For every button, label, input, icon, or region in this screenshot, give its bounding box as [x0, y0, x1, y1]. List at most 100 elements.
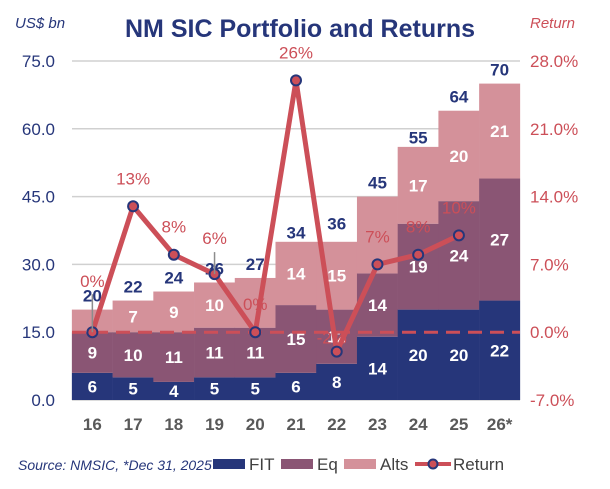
bar-segment-eq: [356, 273, 398, 337]
right-axis-tick-label: 28.0%: [530, 52, 578, 71]
bar-segment-fit: [479, 300, 521, 400]
bar-segment-label: 15: [287, 330, 306, 349]
x-axis-tick-label: 17: [124, 415, 143, 434]
x-axis-tick-label: 21: [287, 415, 306, 434]
bar-segment-label: 27: [490, 231, 509, 250]
legend: FIT Eq Alts Return: [213, 455, 504, 474]
bar-segment-alts: [112, 300, 154, 333]
bar-segment-alts: [153, 291, 195, 333]
x-axis-tick-label: 16: [83, 415, 102, 434]
bar-segment-label: 20: [409, 346, 428, 365]
bar-segment-eq: [153, 332, 195, 382]
left-axis-tick-label: 75.0: [22, 52, 55, 71]
bar-segment-label: 14: [368, 296, 387, 315]
bar-segment-fit: [438, 309, 480, 400]
return-marker: [127, 200, 140, 213]
bar-total-label: 45: [368, 174, 387, 193]
return-data-label: 26%: [279, 43, 313, 62]
left-axis-tick-label: 45.0: [22, 188, 55, 207]
bar-total-label: 55: [409, 128, 428, 147]
bar-segment-eq: [275, 305, 317, 373]
x-axis-tick-label: 25: [449, 415, 468, 434]
legend-swatch-eq: [281, 459, 313, 469]
bar-segment-label: 5: [128, 380, 137, 399]
return-line-series: 0% 13% 8% 6% 0% 26% -2% 7% 8% 10%: [80, 43, 476, 358]
return-line: [89, 77, 460, 355]
right-axis-tick-label: -7.0%: [530, 391, 574, 410]
bar-segment-label: 9: [88, 344, 97, 363]
bar-segment-eq: [71, 332, 113, 373]
bar-segment-label: 20: [449, 346, 468, 365]
x-axis-tick-label: 18: [164, 415, 183, 434]
return-marker: [452, 229, 465, 242]
bar-segment-label: 11: [206, 344, 224, 363]
return-data-label: 0%: [80, 272, 105, 291]
legend-label: Return: [453, 455, 504, 474]
bar-total-label: 34: [287, 223, 306, 242]
bar-segment-eq: [194, 327, 236, 378]
x-axis-tick-label: 24: [409, 415, 428, 434]
bar-segment-eq: [397, 223, 439, 310]
return-marker: [167, 248, 180, 261]
chart-title: NM SIC Portfolio and Returns: [125, 15, 475, 43]
bar-segment-fit: [356, 336, 398, 400]
x-axis-tick-label: 23: [368, 415, 387, 434]
left-axis-tick-label: 30.0: [22, 255, 55, 274]
right-axis-tick-label: 0.0%: [530, 323, 569, 342]
return-marker: [290, 74, 302, 87]
left-axis-tick-label: 60.0: [22, 120, 55, 139]
bar-segment-label: 17: [409, 176, 428, 195]
bar-segment-label: 14: [287, 264, 306, 283]
return-marker: [371, 258, 384, 271]
legend-label: Alts: [380, 455, 408, 474]
bar-segment-label: 21: [490, 122, 509, 141]
left-axis-tick-label: 15.0: [22, 323, 55, 342]
right-axis-ticks: -7.0% 0.0% 7.0% 14.0% 21.0% 28.0%: [530, 52, 578, 410]
bar-segment-label: 22: [490, 341, 509, 360]
bar-segment-label: 15: [327, 267, 346, 286]
bar-segment-fit: [234, 377, 276, 400]
bar-segment-label: 4: [169, 382, 179, 401]
stacked-bars: 6920510722411924511102651127615143481215…: [71, 61, 521, 401]
right-axis-tick-label: 7.0%: [530, 255, 569, 274]
bar-segment-label: 6: [291, 377, 300, 396]
legend-label: FIT: [249, 455, 275, 474]
bar-total-label: 36: [327, 214, 346, 233]
return-data-label: -2%: [317, 329, 347, 348]
bar-segment-label: 24: [449, 246, 468, 265]
bar-segment-eq: [112, 332, 154, 378]
bar-segment-fit: [153, 381, 195, 400]
return-data-label: 13%: [116, 169, 150, 188]
bar-segment-alts: [479, 83, 521, 179]
bar-segment-label: 10: [205, 296, 224, 315]
legend-swatch-alts: [344, 459, 376, 469]
x-axis-tick-label: 19: [205, 415, 224, 434]
bar-total-label: 24: [164, 269, 183, 288]
bar-segment-label: 5: [251, 380, 260, 399]
return-marker: [249, 326, 262, 339]
bar-segment-label: 9: [169, 303, 178, 322]
bar-segment-fit: [194, 377, 236, 400]
bar-segment-label: 11: [165, 348, 183, 367]
bar-segment-eq: [438, 201, 480, 310]
legend-swatch-fit: [213, 459, 245, 469]
bar-segment-label: 6: [88, 377, 97, 396]
legend-label: Eq: [317, 455, 338, 474]
bar-total-label: 27: [246, 255, 265, 274]
bar-segment-label: 19: [409, 258, 428, 277]
right-axis-tick-label: 14.0%: [530, 188, 578, 207]
bar-total-label: 70: [490, 61, 509, 80]
bar-segment-fit: [316, 363, 358, 400]
return-data-label: 8%: [162, 218, 187, 237]
bar-segment-alts: [438, 110, 480, 202]
bar-segment-label: 11: [246, 344, 264, 363]
return-data-label: 8%: [406, 218, 431, 237]
bar-segment-label: 8: [332, 373, 341, 392]
return-marker: [330, 345, 343, 358]
bar-segment-alts: [397, 146, 439, 224]
return-data-label: 6%: [202, 229, 227, 248]
left-axis-ticks: 0.0 15.0 30.0 45.0 60.0 75.0: [22, 52, 55, 410]
bar-segment-label: 14: [368, 359, 387, 378]
x-axis-tick-label: 20: [246, 415, 265, 434]
bar-segment-fit: [397, 309, 439, 400]
